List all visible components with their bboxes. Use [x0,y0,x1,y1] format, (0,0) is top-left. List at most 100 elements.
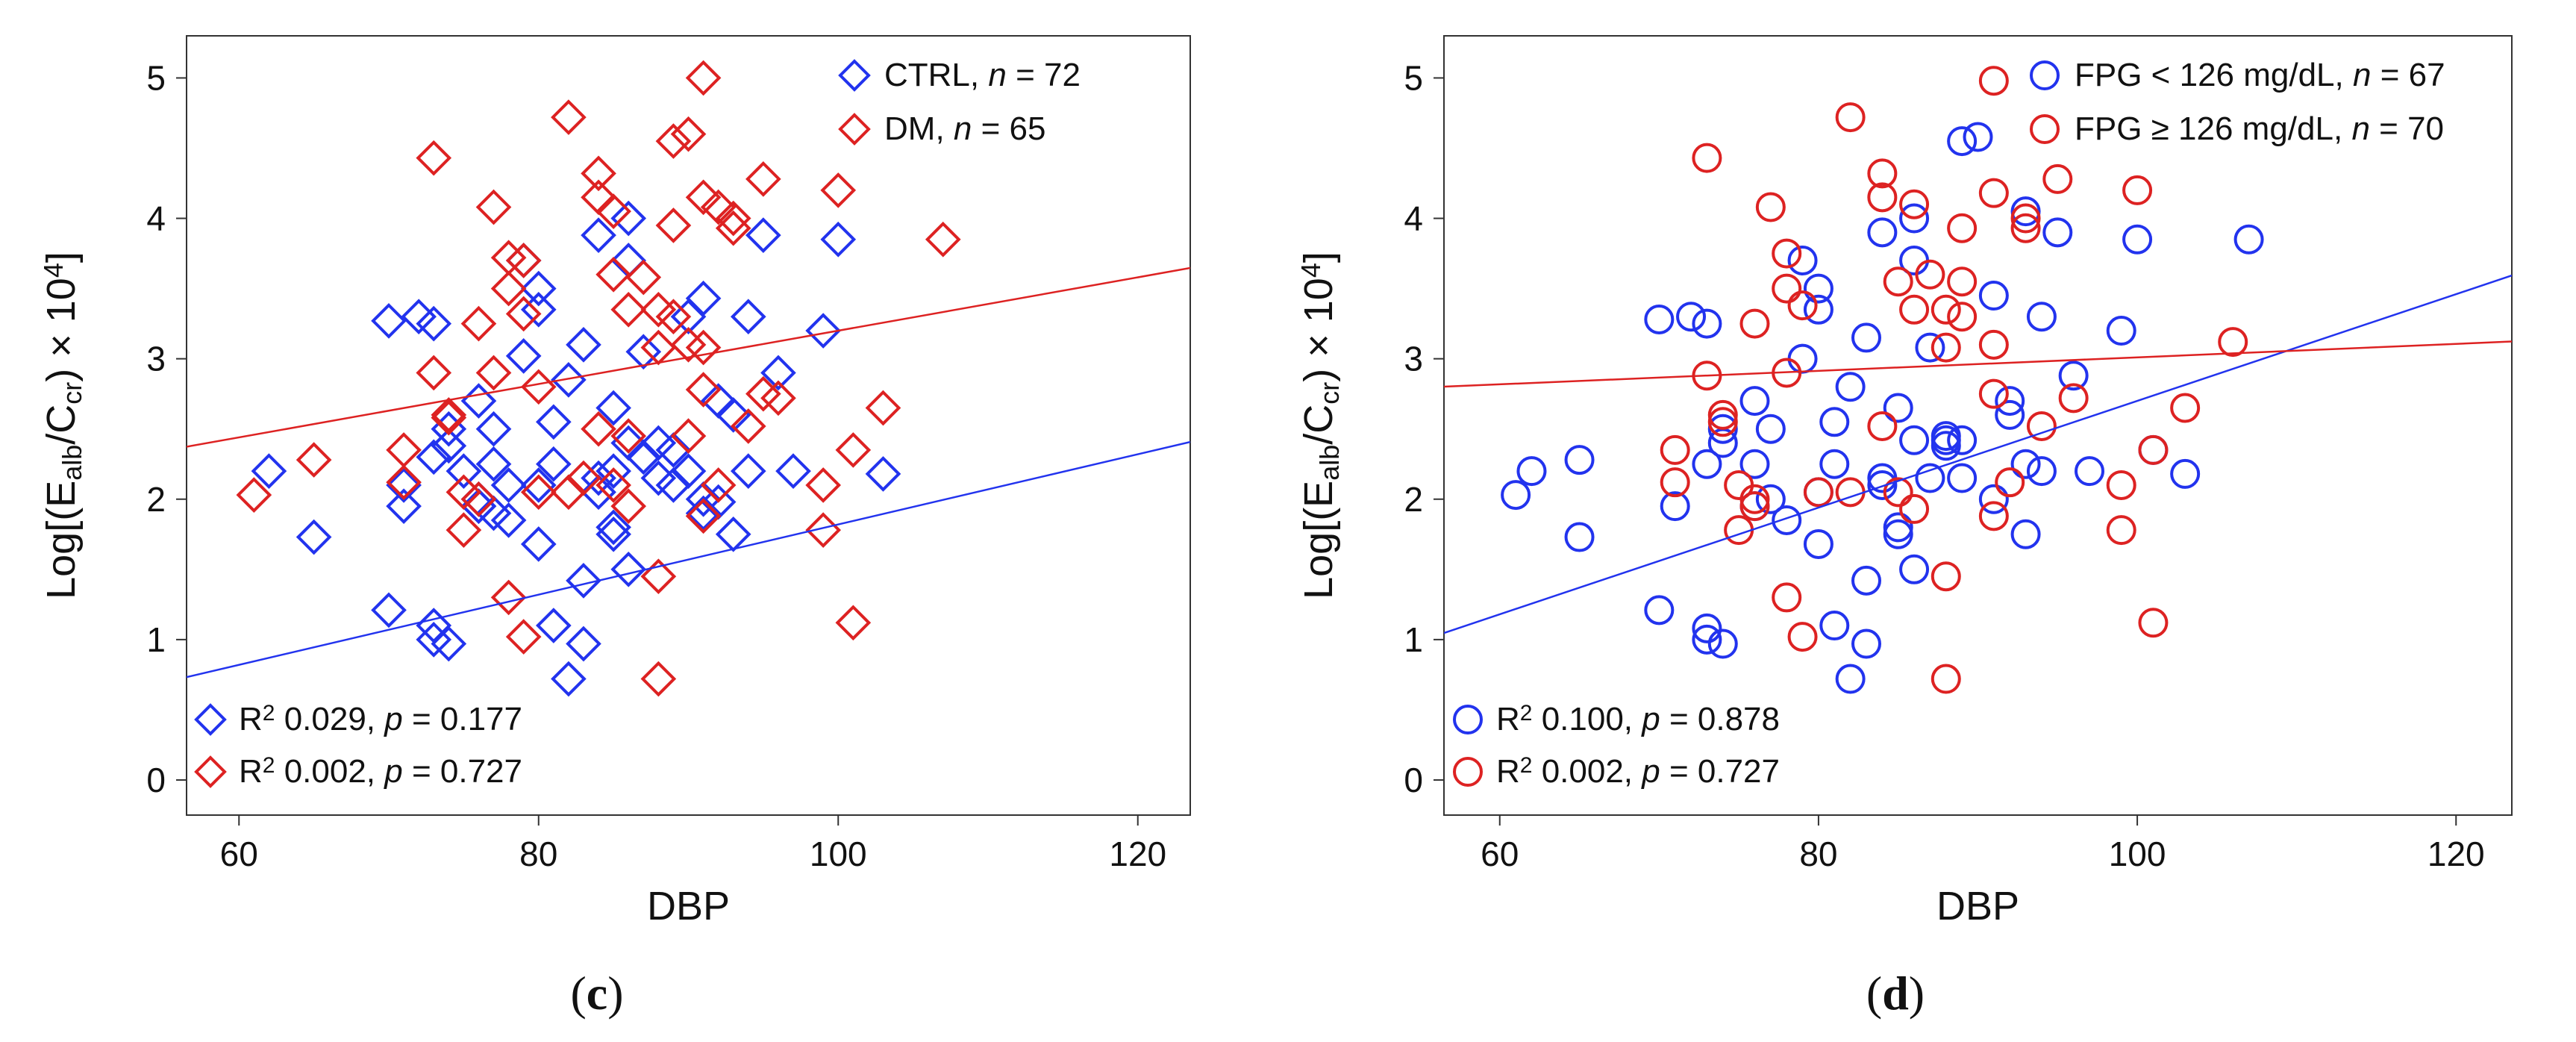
y-tick-label: 2 [146,480,166,519]
data-point [625,259,662,296]
data-point [236,477,272,513]
data-point [1995,386,2025,417]
data-point [475,446,512,482]
data-point [1516,456,1547,487]
y-axis-label-sup: 4 [1295,263,1326,278]
data-point [1660,467,1690,498]
data-point [1739,308,1770,339]
data-point [715,516,751,552]
data-point [1803,477,1833,508]
data-point [2138,434,2169,465]
y-tick-label: 0 [146,761,166,799]
data-point [610,488,647,524]
data-point [1931,561,1961,592]
data-point [1995,399,2025,430]
data-point [1978,281,2009,311]
data-point [535,446,572,482]
data-point [610,200,647,237]
data-point [1883,512,1913,543]
data-point [446,474,482,511]
data-point [566,563,601,599]
y-tick-label: 0 [1404,761,1423,799]
data-point [715,397,751,433]
data-point [296,519,332,555]
data-point [1676,302,1707,332]
data-point [1931,294,1961,325]
y-tick-label: 4 [1404,199,1423,238]
data-point [655,467,692,503]
data-point [700,467,737,503]
data-point [2026,456,2057,487]
data-point [685,60,722,96]
fit-stat-marker [194,703,227,736]
data-point [520,291,557,328]
data-point [1947,463,1978,493]
data-point [1707,628,1738,659]
data-point [1899,189,1930,219]
data-point [1899,493,1930,524]
data-point [865,390,901,426]
data-point [1931,332,1961,363]
panel-c: 60 80 100 120 0 1 2 3 4 5 DBP Log[(Ealb/Ccr) × 104]… [38,35,1191,1020]
data-point [1867,217,1898,248]
data-point [446,512,482,548]
x-tick-label: 100 [2109,834,2166,873]
data-point [386,432,422,468]
data-point [640,661,677,697]
data-point [1867,182,1898,213]
x-tick-label: 60 [1481,834,1519,873]
data-point [490,502,527,538]
data-point [730,453,766,489]
data-point [1692,613,1722,643]
data-point [1772,238,1802,269]
data-point [2233,224,2264,255]
data-point [460,383,497,419]
legend-entry: FPG < 126 mg/dL, n = 67 [2075,57,2445,93]
data-point [1707,407,1738,437]
data-point [835,605,872,641]
data-point [1787,245,1818,275]
data-point [1755,192,1786,222]
y-tick-label: 2 [1404,480,1423,519]
data-point [520,270,557,307]
data-point [655,123,692,159]
data-point [655,432,692,468]
legend-entry: CTRL, n = 72 [884,57,1081,93]
data-point [1851,322,1881,353]
data-point [595,509,631,546]
fit-stat-marker [1453,705,1483,734]
data-point [1883,519,1913,549]
data-point [1883,477,1913,508]
panel-caption: (c) [570,967,623,1020]
data-point [595,516,631,552]
data-point [775,453,811,489]
data-point [505,338,542,374]
data-point [251,453,287,489]
data-point [925,221,961,258]
data-point [1978,484,2009,514]
data-point [1835,102,1866,133]
data-point [490,579,527,616]
data-point [1899,294,1930,325]
data-point [670,116,707,152]
plot-frame [1443,35,2513,816]
data-point [2122,175,2153,205]
x-tick-label: 100 [810,834,867,873]
data-point [520,474,557,511]
data-point [1931,431,1961,461]
data-point [1867,469,1898,500]
series-1 [236,60,961,697]
data-point [535,608,572,643]
data-point [1692,308,1722,339]
legend-marker [838,59,871,92]
data-point [1787,622,1818,652]
data-point [551,362,587,398]
data-point [655,299,692,335]
y-axis-label-sub: alb [57,445,87,481]
data-point [1835,372,1866,402]
data-point [715,200,751,237]
x-tick-label: 120 [1109,834,1166,873]
data-point [2138,608,2169,638]
data-point [1978,329,2009,360]
data-point [386,488,422,524]
